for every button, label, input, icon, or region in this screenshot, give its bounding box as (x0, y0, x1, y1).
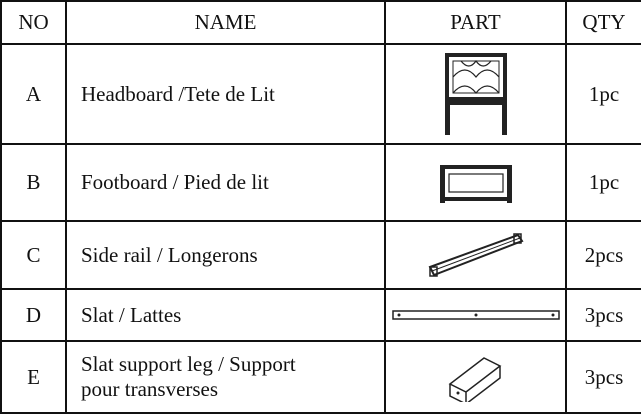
no-cell: E (0, 340, 67, 414)
name-cell: Footboard / Pied de lit (65, 143, 386, 222)
part-cell (384, 220, 567, 290)
slat-icon (391, 310, 560, 320)
no-cell: D (0, 288, 67, 342)
header-cell: NO (0, 0, 67, 45)
row: A Headboard /Tete de Lit 1pc (0, 43, 641, 145)
qty-cell: 2pcs (565, 220, 641, 290)
side-rail-icon (428, 233, 524, 277)
part-cell (384, 288, 567, 342)
qty-cell: 3pcs (565, 340, 641, 414)
no-cell: C (0, 220, 67, 290)
no-cell: B (0, 143, 67, 222)
headboard-icon (444, 53, 507, 135)
qty-cell: 1pc (565, 43, 641, 145)
qty-cell: 1pc (565, 143, 641, 222)
row: C Side rail / Longerons 2pcs (0, 220, 641, 290)
header-cell: QTY (565, 0, 641, 45)
name: pour transverses (81, 377, 219, 401)
no-cell: A (0, 43, 67, 145)
name: Slat support leg / Support (81, 352, 296, 376)
header-row: NO NAME PART QTY (0, 0, 641, 45)
part-cell (384, 143, 567, 222)
qty-cell: 3pcs (565, 288, 641, 342)
support-leg-icon (448, 357, 501, 402)
row: B Footboard / Pied de lit 1pc (0, 143, 641, 222)
row: D Slat / Lattes 3pcs (0, 288, 641, 342)
header-cell: NAME (65, 0, 386, 45)
name-cell: Headboard /Tete de Lit (65, 43, 386, 145)
name: Footboard / Pied de lit (81, 170, 269, 194)
name-cell: Slat support leg / Support pour transvers… (65, 340, 386, 414)
name: Slat / Lattes (81, 302, 182, 327)
name-cell: Side rail / Longerons (65, 220, 386, 290)
name-cell: Slat / Lattes (65, 288, 386, 342)
name: Side rail / Longerons (81, 242, 258, 267)
footboard-icon (439, 164, 512, 203)
name: Headboard /Tete de Lit (81, 81, 275, 106)
part-cell (384, 340, 567, 414)
row: E Slat support leg / Support pour transve… (0, 340, 641, 414)
header-cell: PART (384, 0, 567, 45)
part-cell (384, 43, 567, 145)
